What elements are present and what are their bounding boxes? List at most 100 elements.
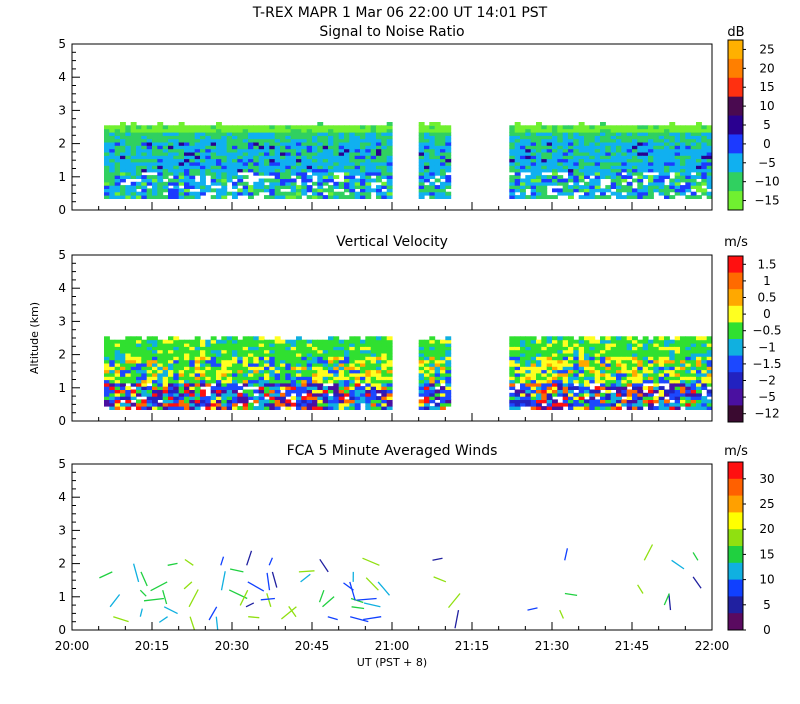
- field-cell: [227, 336, 233, 340]
- field-cell: [589, 195, 595, 199]
- field-cell: [648, 373, 654, 377]
- field-cell: [360, 386, 366, 390]
- field-cell: [595, 406, 601, 410]
- field-cell: [616, 195, 622, 199]
- wind-vector: [189, 590, 198, 607]
- field-cell: [365, 356, 371, 360]
- field-cell: [232, 182, 238, 186]
- colorbar-swatch: [728, 78, 743, 97]
- field-cell: [173, 373, 179, 377]
- field-cell: [547, 179, 553, 183]
- field-cell: [339, 195, 345, 199]
- field-cell: [200, 162, 206, 166]
- field-cell: [445, 125, 451, 129]
- field-cell: [152, 406, 158, 410]
- field-cell: [227, 145, 233, 149]
- field-cell: [595, 356, 601, 360]
- field-cell: [632, 390, 638, 394]
- field-cell: [573, 393, 579, 397]
- field-cell: [264, 179, 270, 183]
- colorbar-label: 25: [759, 497, 774, 511]
- colorbar-units-snr: dB: [727, 25, 744, 40]
- field-cell: [168, 195, 174, 199]
- field-cell: [643, 125, 649, 129]
- field-cell: [664, 390, 670, 394]
- field-cell: [248, 185, 254, 189]
- field-cell: [685, 406, 691, 410]
- field-cell: [669, 373, 675, 377]
- field-cell: [419, 390, 425, 394]
- field-cell: [429, 356, 435, 360]
- plot-frame-winds: [72, 464, 712, 630]
- field-cell: [563, 340, 569, 344]
- field-cell: [445, 162, 451, 166]
- field-cell: [259, 129, 265, 133]
- field-cell: [189, 373, 195, 377]
- field-cell: [323, 188, 329, 192]
- field-cell: [696, 195, 702, 199]
- field-cell: [131, 403, 137, 407]
- field-cell: [259, 356, 265, 360]
- field-cell: [701, 129, 707, 133]
- field-cell: [253, 129, 259, 133]
- field-cell: [243, 336, 249, 340]
- field-cell: [280, 192, 286, 196]
- field-cell: [344, 195, 350, 199]
- field-cell: [600, 162, 606, 166]
- field-cell: [536, 390, 542, 394]
- field-cell: [557, 188, 563, 192]
- field-cell: [205, 406, 211, 410]
- field-cell: [376, 195, 382, 199]
- field-cell: [173, 129, 179, 133]
- field-cell: [184, 390, 190, 394]
- field-cell: [664, 195, 670, 199]
- x-tick-label: 20:45: [295, 639, 330, 653]
- field-cell: [605, 336, 611, 340]
- field-cell: [232, 162, 238, 166]
- field-cell: [595, 179, 601, 183]
- field-cell: [349, 336, 355, 340]
- field-cell: [360, 356, 366, 360]
- field-cell: [152, 373, 158, 377]
- field-cell: [163, 145, 169, 149]
- field-cell: [632, 336, 638, 340]
- field-cell: [173, 125, 179, 129]
- field-cell: [163, 129, 169, 133]
- field-cell: [216, 145, 222, 149]
- field-cell: [429, 373, 435, 377]
- field-cell: [387, 356, 393, 360]
- field-cell: [147, 373, 153, 377]
- colorbar-label: −5: [758, 156, 776, 170]
- field-cell: [120, 185, 126, 189]
- field-cell: [552, 399, 558, 403]
- field-cell: [531, 179, 537, 183]
- colorbar-label: 0.5: [757, 291, 776, 305]
- field-cell: [109, 390, 115, 394]
- field-cell: [179, 373, 185, 377]
- field-cell: [232, 129, 238, 133]
- field-cell: [264, 390, 270, 394]
- field-cell: [595, 340, 601, 344]
- field-cell: [333, 356, 339, 360]
- field-cell: [531, 336, 537, 340]
- wind-vector: [267, 573, 269, 590]
- field-cell: [195, 356, 201, 360]
- field-cell: [685, 336, 691, 340]
- field-cell: [621, 399, 627, 403]
- field-cell: [157, 122, 163, 126]
- field-cell: [701, 188, 707, 192]
- field-cell: [125, 185, 131, 189]
- field-cell: [152, 195, 158, 199]
- field-cell: [184, 162, 190, 166]
- field-cell: [573, 373, 579, 377]
- field-cell: [371, 129, 377, 133]
- field-cell: [696, 336, 702, 340]
- field-cell: [317, 122, 323, 126]
- field-cell: [600, 195, 606, 199]
- field-cell: [216, 356, 222, 360]
- wind-vector: [222, 571, 226, 590]
- field-cell: [291, 390, 297, 394]
- field-cell: [264, 185, 270, 189]
- field-cell: [333, 340, 339, 344]
